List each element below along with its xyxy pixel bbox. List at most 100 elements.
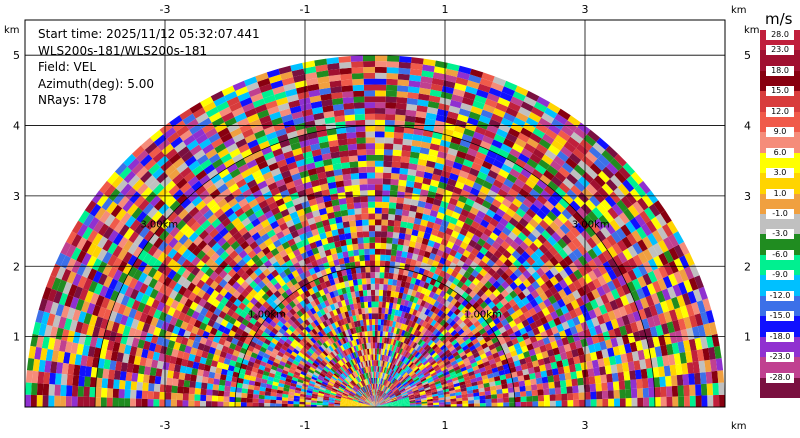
velocity-cell (308, 330, 315, 338)
velocity-cell (381, 213, 389, 220)
velocity-cell (323, 224, 332, 233)
velocity-cell (412, 223, 421, 231)
velocity-cell (660, 396, 667, 407)
velocity-cell (183, 380, 191, 388)
velocity-cell (447, 302, 454, 310)
velocity-cell (381, 385, 385, 391)
velocity-cell (415, 236, 424, 244)
velocity-cell (503, 335, 512, 343)
velocity-cell (131, 207, 143, 220)
velocity-cell (503, 158, 515, 169)
velocity-cell (449, 371, 457, 377)
velocity-cell (503, 112, 516, 123)
velocity-cell (379, 384, 383, 391)
velocity-cell (287, 357, 295, 363)
velocity-cell (252, 347, 260, 355)
velocity-cell (536, 310, 545, 319)
velocity-cell (292, 147, 303, 157)
velocity-cell (400, 256, 407, 264)
velocity-cell (431, 391, 438, 395)
velocity-cell (375, 231, 382, 238)
velocity-cell (678, 396, 685, 407)
velocity-cell (384, 125, 395, 133)
velocity-cell (391, 285, 397, 292)
velocity-cell (375, 395, 377, 402)
velocity-cell (391, 167, 400, 174)
velocity-cell (445, 183, 455, 193)
velocity-cell (394, 373, 399, 379)
velocity-cell (406, 97, 418, 106)
velocity-cell (144, 285, 154, 297)
velocity-cell (253, 284, 262, 293)
velocity-cell (211, 401, 218, 407)
velocity-cell (373, 354, 375, 361)
velocity-cell (469, 374, 476, 380)
velocity-cell (359, 398, 365, 402)
velocity-cell (230, 381, 238, 388)
velocity-cell (284, 233, 294, 242)
velocity-cell (375, 254, 381, 261)
velocity-cell (400, 349, 406, 356)
velocity-cell (398, 402, 404, 405)
velocity-cell (484, 288, 493, 297)
velocity-cell (86, 255, 97, 269)
velocity-cell (365, 119, 375, 126)
velocity-cell (317, 226, 326, 235)
velocity-cell (344, 336, 349, 343)
velocity-cell (95, 397, 101, 407)
velocity-cell (200, 159, 212, 170)
velocity-cell (215, 222, 225, 233)
velocity-cell (361, 387, 366, 393)
velocity-cell (366, 342, 369, 349)
velocity-cell (488, 343, 496, 351)
velocity-cell (273, 173, 284, 182)
velocity-cell (321, 189, 331, 197)
velocity-cell (501, 383, 508, 389)
velocity-cell (457, 374, 464, 380)
velocity-cell (232, 281, 241, 291)
velocity-cell (261, 120, 274, 130)
velocity-cell (202, 370, 210, 378)
velocity-cell (435, 382, 442, 388)
velocity-cell (398, 173, 408, 181)
velocity-cell (344, 311, 350, 318)
velocity-cell (478, 387, 485, 393)
velocity-cell (231, 311, 240, 320)
velocity-cell (641, 285, 651, 298)
velocity-cell (444, 227, 454, 236)
velocity-cell (643, 306, 653, 319)
velocity-cell (198, 229, 209, 240)
velocity-cell (406, 389, 413, 393)
velocity-cell (488, 292, 497, 302)
velocity-cell (452, 379, 460, 385)
velocity-cell (541, 229, 552, 240)
velocity-cell (375, 125, 385, 132)
velocity-cell (192, 361, 200, 370)
velocity-cell (353, 386, 359, 392)
velocity-cell (390, 173, 400, 180)
velocity-cell (409, 204, 418, 212)
velocity-cell (462, 403, 469, 407)
velocity-cell (606, 234, 617, 247)
velocity-cell (420, 243, 428, 251)
velocity-cell (311, 400, 317, 403)
velocity-cell (572, 316, 581, 326)
velocity-cell (339, 352, 345, 359)
velocity-cell (477, 190, 488, 200)
velocity-cell (191, 246, 202, 257)
velocity-cell (341, 337, 347, 344)
velocity-cell (407, 320, 413, 327)
velocity-cell (274, 374, 281, 380)
velocity-cell (187, 191, 199, 203)
velocity-cell (413, 377, 420, 383)
velocity-cell (310, 260, 319, 268)
velocity-cell (321, 99, 333, 107)
velocity-cell (304, 120, 316, 129)
velocity-cell (235, 387, 243, 393)
velocity-cell (563, 343, 572, 352)
velocity-cell (292, 339, 299, 346)
velocity-cell (467, 212, 477, 221)
velocity-cell (330, 151, 341, 159)
velocity-cell (409, 401, 416, 404)
velocity-cell (230, 240, 240, 251)
